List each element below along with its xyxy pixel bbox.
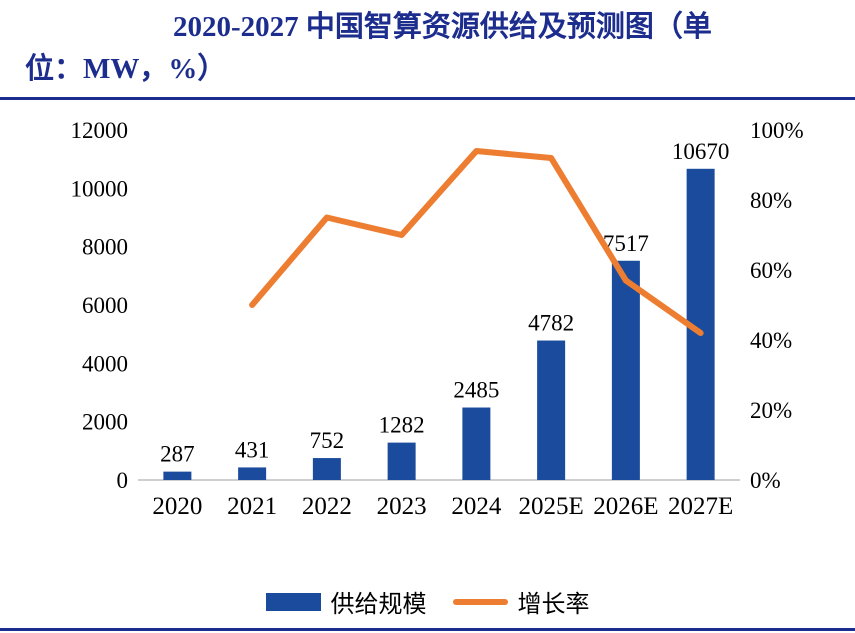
right-axis-tick-label: 20% bbox=[750, 398, 792, 423]
bar-value-label: 1282 bbox=[379, 413, 425, 438]
bar-2025E bbox=[537, 340, 566, 480]
x-axis-category-label: 2027E bbox=[668, 493, 733, 520]
x-axis-category-label: 2021 bbox=[227, 493, 277, 520]
right-axis-tick-label: 100% bbox=[750, 118, 804, 143]
growth-line bbox=[249, 148, 704, 336]
bar-value-label: 2485 bbox=[453, 378, 499, 403]
legend: 供给规模 增长率 bbox=[0, 584, 855, 619]
bar-value-label: 4782 bbox=[528, 311, 574, 336]
legend-line-label: 增长率 bbox=[517, 592, 590, 618]
left-axis-tick-label: 4000 bbox=[82, 351, 128, 376]
chart-title-line-2: 位：MW，%） bbox=[25, 53, 227, 85]
bar-value-label: 287 bbox=[160, 442, 195, 467]
bar-2023 bbox=[387, 442, 416, 480]
chart-header: 2020-2027 中国智算资源供给及预测图（单 位：MW，%） bbox=[0, 0, 855, 90]
x-axis-category-label: 2026E bbox=[593, 493, 658, 520]
bar-2020 bbox=[163, 471, 192, 480]
right-axis-tick-label: 80% bbox=[750, 188, 792, 213]
combo-chart: 0 2000 4000 6000 8000 10000 12000 0% 20% 40% 60% 80… bbox=[71, 118, 804, 520]
left-axis-tick-label: 12000 bbox=[71, 118, 129, 143]
legend-item-supply: 供给规模 bbox=[265, 584, 427, 619]
left-axis-tick-label: 10000 bbox=[71, 176, 129, 201]
bottom-border bbox=[0, 628, 855, 631]
left-axis-tick-label: 0 bbox=[117, 468, 129, 493]
legend-bar-swatch bbox=[265, 592, 321, 611]
bar-2026E bbox=[611, 260, 640, 480]
left-axis-tick-label: 2000 bbox=[82, 410, 128, 435]
bar-2024 bbox=[462, 407, 491, 480]
x-axis-category-label: 2025E bbox=[518, 493, 583, 520]
title-underline bbox=[0, 97, 855, 100]
right-axis-tick-label: 40% bbox=[750, 328, 792, 353]
x-axis-category-label: 2023 bbox=[377, 493, 427, 520]
legend-line-swatch bbox=[452, 598, 508, 605]
x-axis-category-label: 2022 bbox=[302, 493, 352, 520]
legend-item-growth: 增长率 bbox=[452, 584, 590, 619]
legend-bar-label: 供给规模 bbox=[330, 592, 427, 618]
bar-value-label: 752 bbox=[310, 428, 345, 453]
x-axis-category-label: 2020 bbox=[152, 493, 202, 520]
bar-value-label: 431 bbox=[235, 437, 270, 462]
chart-title-line-1: 2020-2027 中国智算资源供给及预测图（单 bbox=[173, 11, 712, 43]
left-axis-tick-label: 6000 bbox=[82, 293, 128, 318]
bar-2021 bbox=[238, 467, 267, 480]
bar-value-label: 10670 bbox=[672, 139, 730, 164]
right-axis-tick-label: 0% bbox=[750, 468, 781, 493]
left-axis-tick-label: 8000 bbox=[82, 235, 128, 260]
x-axis-category-label: 2024 bbox=[451, 493, 502, 520]
right-axis-tick-label: 60% bbox=[750, 258, 792, 283]
bar-2022 bbox=[312, 458, 341, 480]
